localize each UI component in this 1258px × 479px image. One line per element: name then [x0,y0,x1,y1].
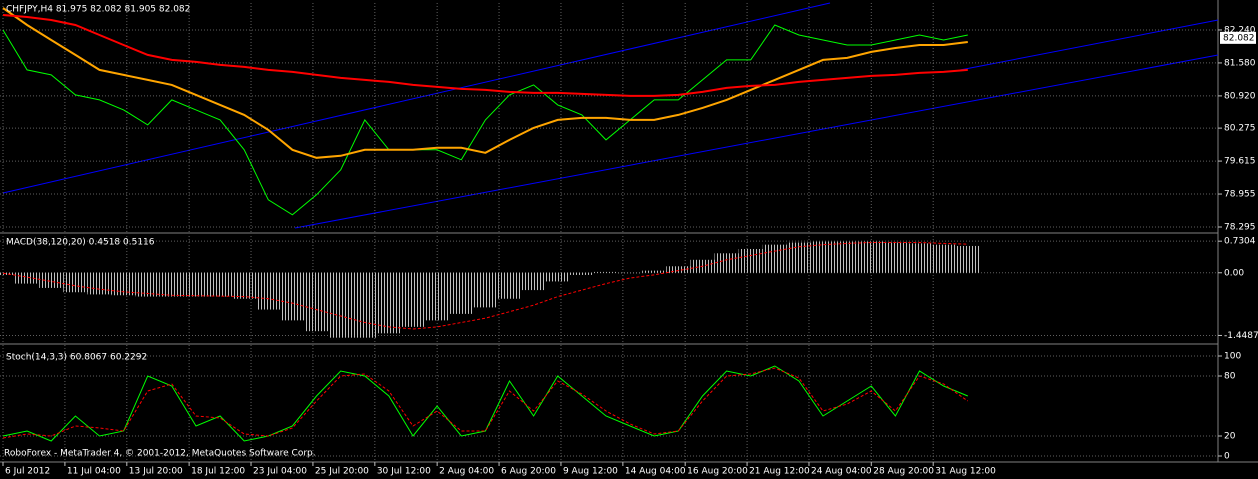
y-tick-label: 79.615 [1224,157,1256,167]
histogram-bar [714,253,739,273]
series-line [2,14,968,97]
histogram-bar [87,272,112,295]
histogram-bar [15,272,40,284]
x-tick-label: 25 Jul 20:00 [315,467,369,477]
y-tick-label: 80.920 [1224,91,1256,101]
indicator-title: MACD(38,120,20) 0.4518 0.5116 [6,238,155,248]
y-tick-label: 0.7304 [1224,237,1256,247]
histogram-bar [569,272,594,275]
histogram-bar [835,241,860,273]
histogram-bar [425,272,450,321]
y-tick-label: 80 [1224,372,1236,382]
series-line [2,242,968,330]
price-tag [1220,31,1256,44]
histogram-bar [256,272,281,310]
histogram-bar [642,270,667,273]
histogram-bar [762,244,787,273]
histogram-bar [304,272,329,332]
histogram-bar [931,244,956,273]
y-tick-label: -1.4487 [1224,331,1258,341]
histogram-bar [183,272,209,297]
histogram-bar [907,243,932,273]
y-tick-label: 78.955 [1224,190,1256,200]
x-tick-label: 28 Aug 20:00 [873,467,934,477]
y-tick-label: 20 [1224,432,1236,442]
indicator-title: Stoch(14,3,3) 60.8067 60.2292 [6,353,147,363]
x-tick-label: 24 Aug 04:00 [811,467,872,477]
histogram-bar [810,241,836,273]
y-tick-label: 0.00 [1224,268,1244,278]
trend-line [2,2,831,194]
histogram-bar [618,272,643,274]
x-tick-label: 6 Aug 20:00 [501,467,556,477]
series-line [2,24,968,216]
x-tick-label: 9 Aug 12:00 [563,467,618,477]
histogram-bar [111,272,136,296]
chart-title: CHFJPY,H4 81.975 82.082 81.905 82.082 [6,5,190,15]
histogram-bar [63,272,88,293]
histogram-bar [0,272,16,275]
histogram-bar [497,272,522,299]
y-tick-label: 78.295 [1224,223,1256,233]
plot-layer: 82.240 81.580 80.920 80.275 79.615 78.955 78.2… [0,3,1258,477]
histogram-bar [39,272,64,288]
histogram-bar [376,272,401,334]
series-line [2,7,968,159]
histogram-bar [545,272,570,282]
histogram-bar [738,248,763,273]
series-line [2,365,968,442]
x-tick-label: 31 Aug 12:00 [935,467,996,477]
y-tick-label: 100 [1224,352,1241,362]
histogram-bar [473,272,498,308]
histogram-bar [955,245,980,273]
x-tick-label: 13 Jul 20:00 [129,467,183,477]
histogram-bar [859,241,884,273]
x-tick-label: 11 Jul 04:00 [67,467,121,477]
histogram-bar [666,266,691,273]
x-tick-label: 6 Jul 2012 [5,467,50,477]
x-tick-label: 16 Aug 20:00 [687,467,748,477]
y-tick-label: 82.240 [1224,25,1256,35]
histogram-bar [521,272,546,291]
histogram-bar [135,272,160,297]
y-tick-label: 80.275 [1224,124,1256,134]
histogram-bar [883,242,908,273]
trend-line [294,54,1219,229]
histogram-bar [328,272,353,338]
histogram-bar [786,242,811,273]
histogram-bar [208,272,233,297]
footer: RoboForex - MetaTrader 4, © 2001-2012, M… [4,449,316,459]
x-tick-label: 21 Aug 12:00 [749,467,810,477]
histogram-bar [232,272,257,299]
histogram-bar [352,272,377,338]
price-tag-label: 82.082 [1223,33,1255,43]
x-tick-label: 23 Jul 04:00 [253,467,307,477]
histogram-bar [400,272,426,327]
histogram-bar [593,271,619,273]
x-tick-label: 2 Aug 04:00 [439,467,494,477]
x-tick-label: 18 Jul 12:00 [191,467,245,477]
series-line [2,367,969,439]
x-tick-label: 30 Jul 12:00 [377,467,431,477]
histogram-bar [159,272,184,297]
histogram-bar [449,272,474,314]
y-tick-label: 0 [1224,452,1230,462]
trend-line [959,19,1219,71]
y-tick-label: 81.580 [1224,58,1256,68]
histogram-bar [280,272,305,321]
x-tick-label: 14 Aug 04:00 [625,467,686,477]
